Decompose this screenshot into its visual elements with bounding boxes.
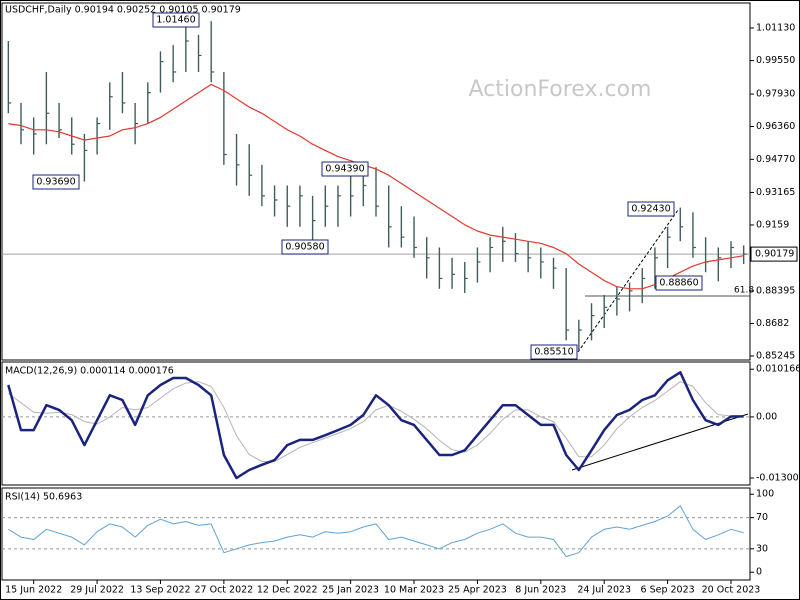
y-tick-label: 0.88395	[756, 285, 795, 296]
chart-title: USDCHF,Daily 0.90194 0.90252 0.90105 0.9…	[5, 5, 241, 16]
x-tick-label: 29 Jul 2022	[70, 585, 124, 596]
y-tick-label: 30	[756, 543, 768, 554]
annotation: 0.93690	[36, 177, 75, 188]
annotation: 1.01460	[156, 15, 195, 26]
moving-average	[8, 83, 744, 290]
annotation: 0.88860	[659, 278, 698, 289]
panel-frame	[1, 487, 751, 581]
y-tick-label: -0.013006	[756, 472, 800, 483]
annotation-box	[152, 12, 200, 28]
macd-line	[7, 371, 744, 480]
y-tick-label: 0.85245	[756, 350, 795, 361]
x-tick-label: 8 Jun 2023	[515, 585, 566, 596]
x-tick-label: 20 Oct 2023	[702, 585, 761, 596]
panel-title: MACD(12,26,9) 0.000114 0.000176	[5, 366, 174, 377]
signal-line	[8, 381, 744, 462]
annotation-box	[655, 275, 703, 291]
y-tick-label: 0.010166	[756, 364, 800, 375]
annotation: 0.92430	[631, 204, 670, 215]
watermark: ActionForex.com	[469, 77, 652, 102]
y-tick-label: 0.8682	[756, 318, 789, 329]
x-tick-label: 24 Jul 2023	[577, 585, 631, 596]
x-tick-label: 6 Sep 2023	[641, 585, 695, 596]
x-tick-label: 27 Oct 2022	[194, 585, 253, 596]
y-tick-label: 0.94770	[756, 154, 795, 165]
panel-frame	[1, 2, 751, 361]
annotation: 0.94390	[325, 164, 364, 175]
x-tick-label: 15 Jun 2022	[5, 585, 62, 596]
y-tick-label: 0.99550	[756, 55, 795, 66]
y-tick-label: 0.93165	[756, 187, 795, 198]
price-label: 0.90179	[755, 249, 794, 260]
price-box	[750, 246, 798, 262]
y-tick-label: 1.01130	[756, 22, 795, 33]
x-tick-label: 10 Mar 2023	[384, 585, 444, 596]
annotation-box	[281, 239, 329, 255]
panel-title: RSI(14) 50.6963	[5, 492, 82, 503]
annotation-box	[32, 174, 80, 190]
y-tick-label: 0	[756, 567, 762, 578]
panel-frame	[1, 361, 751, 486]
y-tick-label: 70	[756, 512, 768, 523]
x-tick-label: 25 Jan 2023	[322, 585, 379, 596]
annotation-box	[321, 161, 369, 177]
annotation-box	[627, 201, 675, 217]
annotation-box	[530, 344, 578, 360]
y-tick-label: 0.00	[756, 411, 777, 422]
annotation: 0.90580	[285, 242, 324, 253]
annotation: 0.85510	[534, 347, 573, 358]
y-tick-label: 0.96360	[756, 121, 795, 132]
x-tick-label: 13 Sep 2022	[130, 585, 190, 596]
trend-line	[577, 209, 679, 353]
x-tick-label: 25 Apr 2023	[448, 585, 507, 596]
y-tick-label: 100	[756, 489, 774, 500]
x-tick-label: 12 Dec 2022	[257, 585, 318, 596]
y-tick-label: 0.9159	[756, 219, 789, 230]
rsi-line	[8, 505, 744, 558]
y-tick-label: 0.97930	[756, 89, 795, 100]
fib-label: 61.8	[734, 285, 754, 295]
